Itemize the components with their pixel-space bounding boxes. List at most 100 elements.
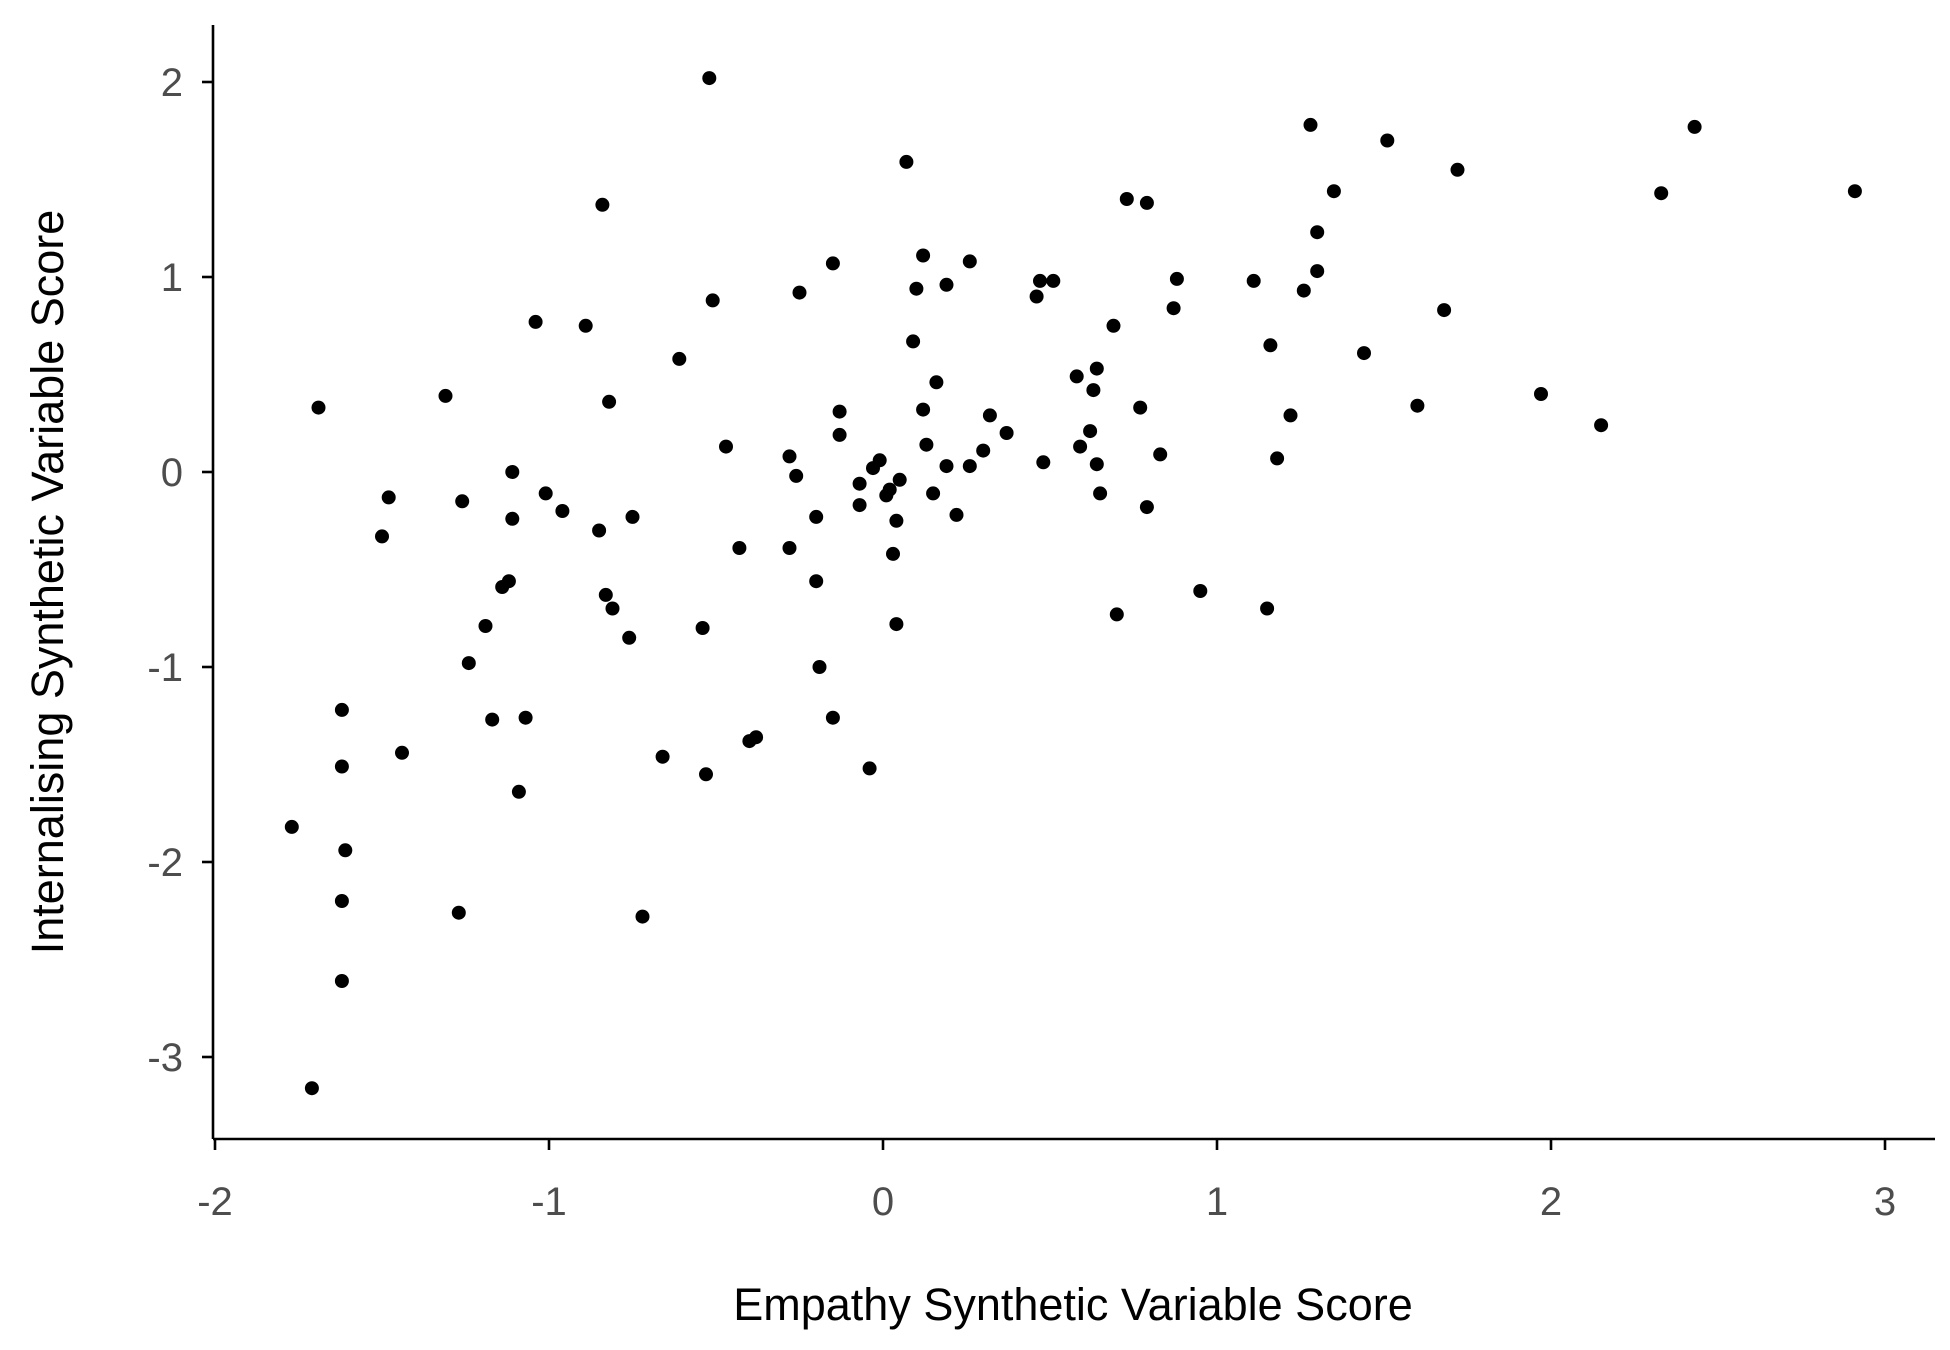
data-point bbox=[1033, 273, 1047, 288]
data-point bbox=[749, 730, 764, 745]
data-point bbox=[949, 507, 964, 522]
data-point bbox=[702, 71, 717, 86]
data-point bbox=[395, 745, 409, 760]
data-point bbox=[605, 601, 620, 616]
data-point bbox=[334, 974, 349, 988]
data-point bbox=[982, 408, 997, 423]
data-point bbox=[1193, 584, 1208, 598]
data-point bbox=[1166, 301, 1181, 316]
data-point bbox=[926, 486, 941, 501]
data-point bbox=[1139, 500, 1154, 515]
data-point bbox=[1437, 303, 1452, 318]
data-point bbox=[511, 784, 526, 799]
data-point bbox=[889, 513, 904, 528]
data-point bbox=[381, 490, 396, 505]
data-point bbox=[1073, 439, 1088, 454]
data-point bbox=[625, 509, 640, 524]
data-point bbox=[578, 318, 593, 333]
y-tick-label: 1 bbox=[161, 256, 183, 300]
data-point bbox=[1410, 398, 1425, 413]
data-point bbox=[1153, 447, 1168, 462]
data-point bbox=[999, 426, 1014, 440]
data-point bbox=[919, 437, 934, 452]
y-tick-label: -1 bbox=[147, 646, 183, 690]
x-tick-label: 0 bbox=[872, 1180, 894, 1224]
data-point bbox=[705, 293, 720, 308]
data-point bbox=[1310, 264, 1325, 279]
data-point bbox=[1847, 184, 1862, 199]
x-axis-title: Empathy Synthetic Variable Score bbox=[733, 1279, 1413, 1330]
data-point bbox=[882, 482, 897, 497]
data-point bbox=[732, 541, 747, 555]
data-point bbox=[598, 587, 613, 602]
data-point bbox=[505, 511, 520, 526]
data-point bbox=[789, 468, 804, 483]
data-point bbox=[338, 843, 353, 858]
data-point bbox=[455, 494, 470, 509]
data-point bbox=[852, 476, 867, 491]
data-point bbox=[304, 1081, 319, 1096]
data-point bbox=[782, 449, 797, 464]
data-point bbox=[792, 285, 807, 300]
data-point bbox=[1654, 186, 1669, 201]
data-point bbox=[1296, 283, 1311, 298]
data-point bbox=[1357, 346, 1371, 361]
data-point bbox=[1169, 271, 1184, 286]
data-point bbox=[1450, 162, 1465, 177]
data-point bbox=[886, 546, 900, 561]
data-point bbox=[939, 459, 954, 474]
data-point bbox=[1029, 289, 1044, 304]
data-point bbox=[1270, 451, 1285, 466]
data-point bbox=[311, 400, 326, 415]
data-point bbox=[1283, 408, 1298, 423]
x-tick-label: 2 bbox=[1540, 1180, 1562, 1224]
x-axis: -2 -1 0 1 2 3 bbox=[197, 1137, 1935, 1224]
data-point bbox=[1246, 273, 1261, 288]
y-tick-label: 2 bbox=[161, 61, 183, 105]
data-point bbox=[782, 541, 797, 555]
data-point bbox=[906, 334, 921, 349]
data-point bbox=[892, 472, 907, 487]
data-point bbox=[555, 504, 570, 518]
data-point bbox=[1133, 400, 1148, 415]
data-point bbox=[1069, 369, 1084, 384]
data-point bbox=[809, 509, 824, 524]
data-point bbox=[485, 712, 500, 727]
data-point bbox=[635, 909, 650, 924]
x-tick-label: -2 bbox=[197, 1180, 233, 1224]
data-point bbox=[334, 894, 349, 908]
data-point bbox=[461, 656, 476, 671]
data-point bbox=[672, 351, 687, 366]
data-point bbox=[518, 710, 533, 725]
data-point bbox=[334, 702, 349, 717]
data-point bbox=[899, 154, 914, 169]
data-point bbox=[916, 248, 931, 263]
data-point bbox=[1594, 418, 1609, 433]
data-point bbox=[528, 314, 543, 329]
x-ticks: -2 -1 0 1 2 3 bbox=[197, 1139, 1896, 1224]
data-point bbox=[1083, 424, 1098, 439]
data-point bbox=[889, 617, 904, 632]
data-point bbox=[1119, 192, 1134, 206]
data-point bbox=[478, 619, 493, 633]
data-point bbox=[595, 197, 610, 212]
data-point bbox=[1036, 455, 1051, 470]
data-point bbox=[719, 439, 733, 454]
data-point bbox=[832, 427, 847, 442]
data-point bbox=[939, 277, 954, 292]
data-point bbox=[375, 529, 389, 544]
data-point bbox=[622, 630, 637, 645]
data-point bbox=[592, 523, 607, 538]
data-point bbox=[1303, 117, 1318, 132]
y-axis-title: Internalising Synthetic Variable Score bbox=[22, 210, 73, 955]
data-point bbox=[505, 465, 520, 479]
data-point bbox=[909, 281, 924, 296]
data-point bbox=[538, 486, 553, 501]
y-axis: 2 1 0 -1 -2 -3 bbox=[147, 25, 215, 1139]
data-point bbox=[1534, 387, 1548, 401]
data-point bbox=[962, 254, 977, 269]
data-point bbox=[962, 459, 977, 474]
data-point bbox=[825, 256, 840, 271]
x-tick-label: 1 bbox=[1206, 1180, 1228, 1224]
data-point bbox=[1310, 225, 1325, 240]
